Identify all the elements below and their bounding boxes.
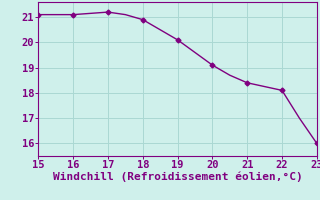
X-axis label: Windchill (Refroidissement éolien,°C): Windchill (Refroidissement éolien,°C) [53,172,302,182]
